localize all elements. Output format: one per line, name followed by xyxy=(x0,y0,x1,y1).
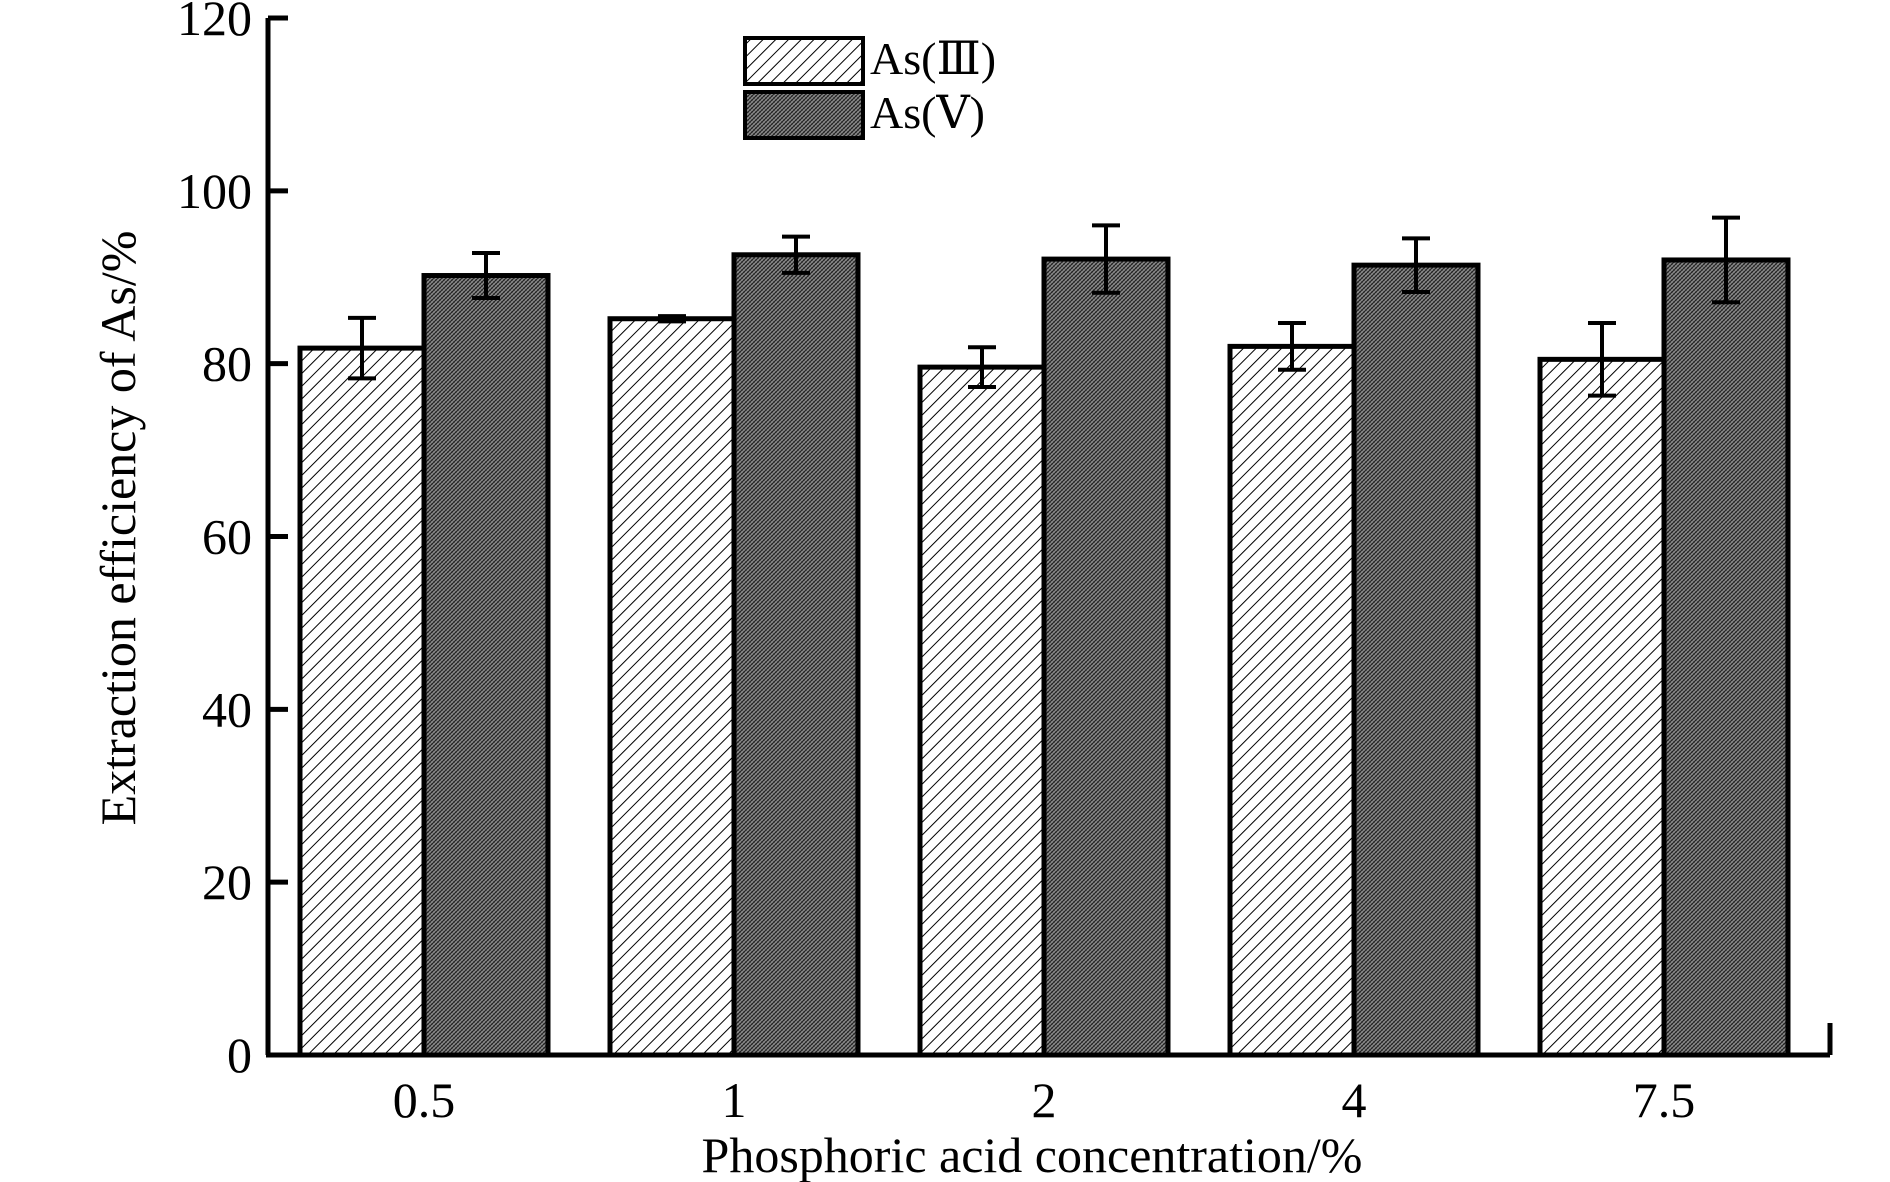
bar-as3 xyxy=(1227,343,1357,1058)
legend-swatch-as5 xyxy=(743,90,865,140)
bar-as3 xyxy=(1537,356,1667,1058)
bar-as5 xyxy=(421,273,551,1058)
y-tick-label: 80 xyxy=(202,336,252,392)
x-tick-label: 0.5 xyxy=(393,1072,456,1128)
bar-as3 xyxy=(297,345,427,1058)
bar-as5 xyxy=(1351,262,1481,1058)
y-tick-label: 40 xyxy=(202,681,252,737)
y-tick-label: 20 xyxy=(202,854,252,910)
y-tick-label: 0 xyxy=(227,1027,252,1083)
y-axis-label: Extraction efficiency of As/% xyxy=(90,231,146,826)
bar-as3 xyxy=(607,316,737,1058)
x-tick-label: 1 xyxy=(722,1072,747,1128)
x-tick-label: 7.5 xyxy=(1633,1072,1696,1128)
x-tick-label: 4 xyxy=(1342,1072,1367,1128)
x-tick-label: 2 xyxy=(1032,1072,1057,1128)
legend: As(Ⅲ) As(Ⅴ) xyxy=(743,33,996,140)
y-tick-label: 120 xyxy=(177,0,252,46)
bar-as5 xyxy=(731,252,861,1058)
error-bars-group xyxy=(348,215,1740,398)
legend-label-as5: As(Ⅴ) xyxy=(870,87,985,138)
legend-swatch-as3 xyxy=(743,36,865,86)
bars-group xyxy=(297,252,1791,1058)
y-axis: 0 20 40 60 80 100 120 xyxy=(177,0,288,1083)
legend-label-as3: As(Ⅲ) xyxy=(870,33,996,84)
bar-as3 xyxy=(917,364,1047,1058)
y-tick-label: 100 xyxy=(177,163,252,219)
bar-as5 xyxy=(1661,257,1791,1058)
bar-as5 xyxy=(1041,256,1171,1058)
y-tick-label: 60 xyxy=(202,509,252,565)
x-axis-label: Phosphoric acid concentration/% xyxy=(702,1127,1363,1182)
